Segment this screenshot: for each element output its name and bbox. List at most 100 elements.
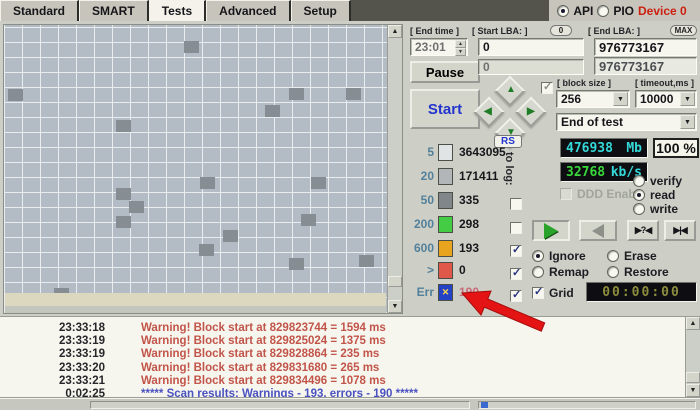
end-of-test-select[interactable]: End of test ▼ xyxy=(556,113,697,131)
api-label: API xyxy=(573,3,594,18)
ddd-enable-toggle[interactable]: DDD Enable xyxy=(560,187,646,201)
scroll-down-icon[interactable]: ▼ xyxy=(388,300,402,313)
end-time-input[interactable]: 23:01 ▲ ▼ xyxy=(410,38,468,56)
play-button[interactable] xyxy=(532,220,570,241)
tab-smart[interactable]: SMART xyxy=(79,0,149,21)
grid-label: Grid xyxy=(549,286,574,300)
action-restore[interactable]: Restore xyxy=(607,265,669,279)
arrow-left-icon: ◀ xyxy=(484,106,492,117)
block-color-swatch xyxy=(438,191,453,209)
ignore-radio[interactable] xyxy=(532,250,544,262)
scroll-up-icon[interactable]: ▲ xyxy=(686,317,700,330)
seek-question-button[interactable]: ▶?◀ xyxy=(627,220,659,241)
tab-tests[interactable]: Tests xyxy=(148,0,207,21)
rs-button[interactable]: RS xyxy=(494,135,522,148)
tab-standard[interactable]: Standard xyxy=(0,0,80,21)
counter-row-gt: > 0 xyxy=(404,260,466,280)
log-time: 23:33:21 xyxy=(58,374,105,387)
status-panel xyxy=(90,401,470,409)
write-radio[interactable] xyxy=(633,203,645,215)
counter-row-50: 50 335 xyxy=(404,190,479,210)
api-radio[interactable] xyxy=(557,4,570,17)
pio-label: PIO xyxy=(613,3,634,18)
log-scrollbar[interactable]: ▲ ▼ xyxy=(685,317,700,397)
seek-end-icon: ▶|◀ xyxy=(673,225,687,235)
start-button[interactable]: Start xyxy=(410,89,480,129)
block-size-label: [ block size ] xyxy=(557,78,612,88)
action-erase[interactable]: Erase xyxy=(607,249,657,263)
mode-read[interactable]: read xyxy=(633,188,675,202)
spin-down-icon[interactable]: ▼ xyxy=(455,48,466,56)
pad-checkbox[interactable] xyxy=(541,80,553,94)
grid-checkbox[interactable] xyxy=(532,285,544,299)
counter-value: 193 xyxy=(459,241,480,255)
ignore-label: Ignore xyxy=(549,249,586,263)
log-area[interactable]: 23:33:18 Warning! Block start at 82982374… xyxy=(0,316,700,398)
capacity-display: 476938 Mb xyxy=(560,138,648,158)
action-ignore[interactable]: Ignore xyxy=(532,249,586,263)
grid-scrollbar[interactable]: ▲ ▼ xyxy=(387,25,402,313)
erase-label: Erase xyxy=(624,249,657,263)
tab-advanced[interactable]: Advanced xyxy=(206,0,291,21)
block-color-swatch xyxy=(438,261,453,279)
ddd-label: DDD Enable xyxy=(577,187,646,201)
to-log-checkbox-200[interactable] xyxy=(510,222,522,234)
restore-radio[interactable] xyxy=(607,266,619,278)
block-color-swatch: ✕ xyxy=(438,283,453,301)
remap-radio[interactable] xyxy=(532,266,544,278)
log-row: 23:33:18 Warning! Block start at 82982374… xyxy=(0,322,700,335)
spin-up-icon[interactable]: ▲ xyxy=(455,40,466,48)
status-indicator xyxy=(481,402,488,408)
log-row: 23:33:20 Warning! Block start at 82983168… xyxy=(0,362,700,375)
pause-button[interactable]: Pause xyxy=(410,61,480,83)
verify-label: verify xyxy=(650,174,683,188)
mode-verify[interactable]: verify xyxy=(633,174,682,188)
to-log-checkbox-gt[interactable] xyxy=(510,266,522,280)
dropdown-arrow-icon[interactable]: ▼ xyxy=(613,92,628,106)
log-message: Warning! Block start at 829823744 = 1594… xyxy=(141,322,386,334)
to-log-checkbox-600[interactable] xyxy=(510,243,522,257)
verify-radio[interactable] xyxy=(633,175,645,187)
ddd-checkbox[interactable] xyxy=(560,188,572,200)
scroll-up-icon[interactable]: ▲ xyxy=(388,25,402,38)
block-color-swatch xyxy=(438,215,453,233)
grid-scroll-thumb[interactable] xyxy=(388,276,402,287)
erase-radio[interactable] xyxy=(607,250,619,262)
percent-display: 100 % xyxy=(653,138,699,158)
capacity-unit: Mb xyxy=(626,140,642,156)
start-lba-input[interactable]: 0 xyxy=(478,38,584,56)
log-message: Warning! Block start at 829828864 = 235 … xyxy=(141,348,380,361)
grid-toggle[interactable]: Grid xyxy=(532,285,574,300)
counter-label: 5 xyxy=(427,145,434,159)
block-size-select[interactable]: 256 ▼ xyxy=(556,90,630,108)
dropdown-arrow-icon[interactable]: ▼ xyxy=(680,92,695,106)
read-radio[interactable] xyxy=(633,189,645,201)
end-lba-input[interactable]: 976773167 xyxy=(594,38,697,56)
mode-write[interactable]: write xyxy=(633,202,678,216)
tab-setup[interactable]: Setup xyxy=(290,0,351,21)
play-icon xyxy=(544,222,558,239)
action-remap[interactable]: Remap xyxy=(532,265,589,279)
scroll-down-icon[interactable]: ▼ xyxy=(686,384,700,397)
timer-display: 00:00:00 xyxy=(586,282,697,302)
timeout-select[interactable]: 10000 ▼ xyxy=(635,90,697,108)
speed-display: 32768 kb/s xyxy=(560,162,648,182)
interface-mode-group: API PIO Device 0 xyxy=(549,0,700,21)
to-log-label: to log: xyxy=(503,152,515,186)
max-lba-button[interactable]: MAX xyxy=(670,25,697,36)
log-scroll-thumb[interactable] xyxy=(686,372,700,383)
read-label: read xyxy=(650,188,676,202)
start-lba-zero-button[interactable]: 0 xyxy=(550,25,572,36)
log-row: 23:33:19 Warning! Block start at 82982502… xyxy=(0,335,700,348)
to-log-checkbox-50[interactable] xyxy=(510,198,522,210)
to-log-checkbox-err[interactable] xyxy=(510,288,522,302)
back-button[interactable] xyxy=(579,220,617,241)
counter-label: > xyxy=(426,263,434,277)
dropdown-arrow-icon[interactable]: ▼ xyxy=(680,115,695,129)
counter-value: 298 xyxy=(459,217,480,231)
pio-radio[interactable] xyxy=(597,4,610,17)
seek-end-button[interactable]: ▶|◀ xyxy=(664,220,696,241)
scan-progress-row xyxy=(5,293,386,306)
end-time-spinner[interactable]: ▲ ▼ xyxy=(455,40,466,56)
